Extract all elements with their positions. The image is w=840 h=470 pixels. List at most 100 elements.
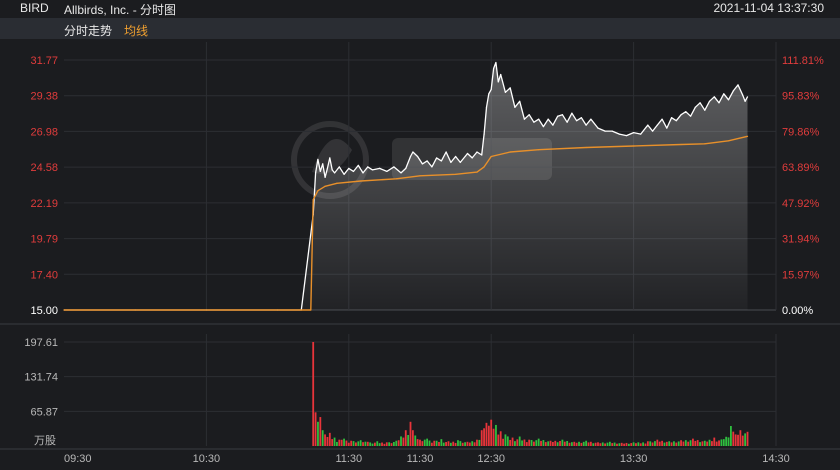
volume-bar	[739, 430, 742, 446]
volume-bar	[471, 441, 474, 446]
volume-bar	[734, 434, 737, 446]
volume-bar	[625, 442, 628, 446]
price-point	[640, 133, 642, 135]
price-point	[490, 88, 492, 90]
y-right-tick-label: 47.92%	[782, 198, 820, 210]
volume-bar	[715, 441, 718, 446]
mode-label[interactable]: 分时走势	[64, 24, 113, 38]
average-point	[300, 309, 302, 311]
x-tick-label: 11:30	[407, 453, 434, 465]
average-point	[727, 140, 730, 142]
average-point	[509, 151, 511, 153]
y-tick-label: 15.00	[30, 305, 58, 317]
volume-bar	[383, 443, 386, 446]
volume-bar	[423, 439, 426, 446]
volume-bar	[665, 441, 668, 446]
volume-bar	[454, 442, 457, 446]
volume-bar	[578, 441, 580, 446]
price-point	[723, 93, 725, 95]
x-tick-label: 09:30	[64, 453, 92, 465]
volume-bar	[554, 440, 557, 446]
price-point	[485, 106, 488, 108]
volume-bar	[438, 441, 440, 446]
price-point	[656, 124, 658, 126]
price-area	[64, 62, 748, 310]
average-point	[395, 178, 397, 180]
price-point	[338, 166, 340, 168]
volume-bar	[369, 442, 372, 446]
average-point	[483, 166, 485, 168]
price-point	[718, 102, 720, 104]
volume-bar	[668, 441, 671, 446]
volume-bar	[587, 442, 590, 446]
volume-bar	[623, 443, 626, 446]
price-point	[519, 100, 521, 102]
price-point	[436, 157, 438, 159]
legend-bar: 分时走势 均线	[0, 18, 840, 39]
price-point	[744, 100, 746, 102]
volume-bar	[421, 441, 424, 446]
price-point	[362, 172, 364, 174]
volume-bar	[407, 435, 410, 446]
price-point	[314, 172, 317, 174]
average-point	[310, 309, 312, 311]
volume-bar	[466, 441, 469, 446]
volume-bar	[632, 442, 635, 446]
price-point	[476, 151, 478, 153]
title-bar: BIRD Allbirds, Inc. - 分时图 2021-11-04 13:…	[0, 0, 840, 18]
volume-bar	[580, 442, 583, 446]
axis-labels: 31.77 111.81% 29.38 95.83% 26.98 79.86% 24.58 6…	[24, 55, 824, 465]
volume-bar	[525, 442, 528, 446]
volume-bar	[573, 441, 576, 446]
average-point	[585, 146, 587, 149]
price-point	[625, 134, 628, 137]
volume-bar	[312, 342, 315, 446]
average-point	[704, 143, 706, 145]
volume-bar	[516, 439, 519, 446]
volume-bar	[447, 441, 450, 446]
price-point	[393, 166, 395, 168]
volume-bar	[706, 441, 709, 446]
average-point	[419, 175, 421, 177]
y-right-tick-label: 15.97%	[782, 269, 820, 281]
price-point	[680, 114, 682, 116]
volume-bar	[364, 441, 367, 446]
y-tick-label: 24.58	[30, 162, 58, 174]
volume-bar	[506, 436, 509, 446]
volume-bar	[732, 431, 735, 446]
price-point	[704, 109, 706, 111]
volume-bar	[442, 442, 445, 446]
volume-bar	[411, 430, 414, 446]
price-point	[661, 118, 663, 120]
y-tick-label: 19.79	[30, 234, 58, 246]
price-point	[409, 155, 412, 158]
volume-bar	[378, 443, 381, 446]
volume-bar	[395, 440, 398, 446]
average-point	[63, 309, 65, 311]
price-point	[604, 130, 606, 132]
volume-bar	[644, 443, 647, 446]
volume-bar	[533, 441, 535, 446]
average-line	[64, 135, 748, 311]
price-point	[459, 161, 461, 164]
price-point	[732, 90, 734, 92]
volume-bar	[461, 442, 464, 446]
price-point	[538, 118, 540, 120]
volume-bar	[563, 441, 566, 446]
volume-bar	[390, 443, 393, 446]
volume-bar	[547, 441, 550, 446]
volume-bar	[497, 434, 500, 446]
price-point	[371, 169, 374, 171]
volume-bar	[388, 442, 391, 446]
volume-bar	[673, 441, 675, 446]
volume-bar	[597, 442, 599, 446]
volume-bar	[487, 425, 490, 446]
volume-bar	[544, 442, 547, 446]
price-point	[352, 170, 355, 172]
volume-bar	[670, 442, 673, 446]
volume-bar	[727, 437, 730, 446]
volume-bar	[684, 440, 687, 446]
price-point	[746, 96, 749, 98]
volume-bar	[699, 442, 701, 446]
volume-bar	[694, 440, 697, 446]
